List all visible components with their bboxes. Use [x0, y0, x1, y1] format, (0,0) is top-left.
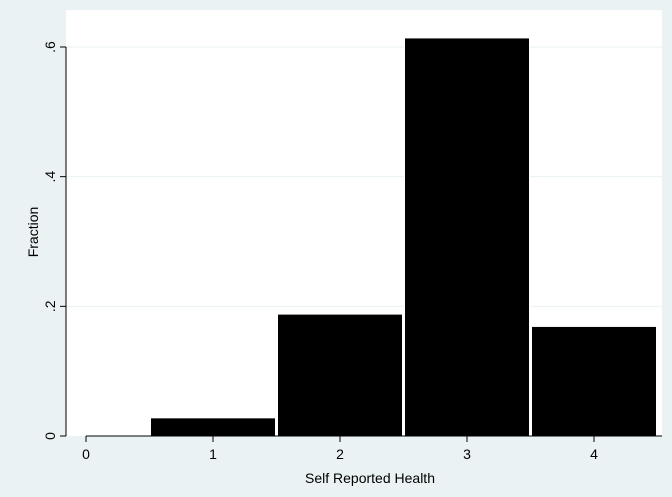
x-tick-label: 2: [336, 446, 344, 462]
x-tick-label: 1: [209, 446, 217, 462]
bar-1: [150, 417, 276, 437]
x-axis-title: Self Reported Health: [305, 470, 435, 486]
bar-4: [531, 325, 657, 437]
y-tick-label: .2: [42, 300, 58, 312]
x-tick-label: 0: [82, 446, 90, 462]
y-tick-label: .4: [42, 171, 58, 183]
bars: [150, 37, 657, 437]
y-tick-label: .6: [42, 41, 58, 53]
axes: 0 .2 .4 .6 0 1 2 3 4: [42, 41, 662, 462]
y-tick-label: 0: [42, 432, 58, 440]
y-axis-title: Fraction: [25, 207, 41, 258]
bar-2: [277, 313, 403, 437]
x-tick-label: 4: [590, 446, 598, 462]
bar-3: [404, 37, 530, 437]
grid-lines: [66, 46, 662, 307]
x-tick-label: 3: [463, 446, 471, 462]
